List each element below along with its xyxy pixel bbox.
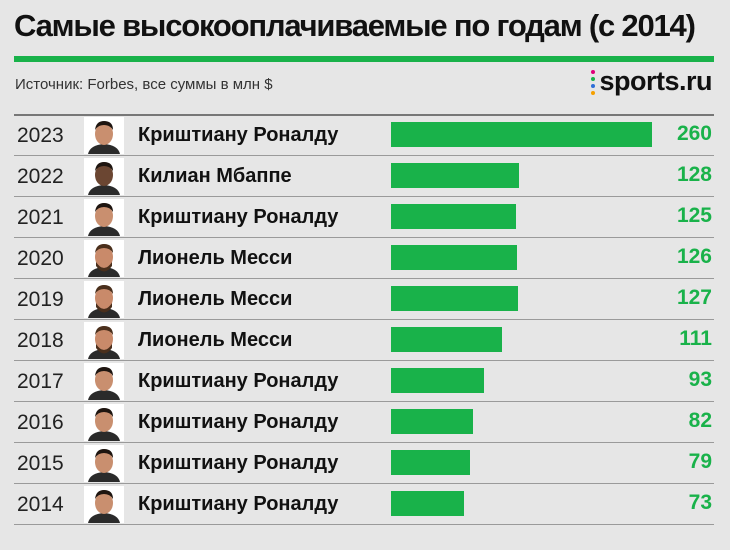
- year-label: 2023: [17, 124, 64, 147]
- table-row: 2016 Криштиану Роналду 82: [0, 402, 730, 442]
- row-divider: [14, 319, 714, 320]
- player-name: Лионель Месси: [138, 288, 293, 310]
- bar: [391, 368, 484, 393]
- player-name: Криштиану Роналду: [138, 206, 339, 228]
- chart-title: Самые высокооплачиваемые по годам (с 201…: [14, 8, 696, 43]
- bar: [391, 327, 502, 352]
- row-divider: [14, 524, 714, 525]
- player-photo: [84, 158, 124, 195]
- player-photo: [84, 445, 124, 482]
- table-row: 2015 Криштиану Роналду 79: [0, 443, 730, 483]
- player-photo: [84, 117, 124, 154]
- player-photo: [84, 322, 124, 359]
- player-name: Криштиану Роналду: [138, 493, 339, 515]
- player-name: Лионель Месси: [138, 247, 293, 269]
- player-name: Криштиану Роналду: [138, 124, 339, 146]
- bar: [391, 286, 518, 311]
- year-label: 2018: [17, 329, 64, 352]
- row-divider: [14, 483, 714, 484]
- title-underline: [14, 56, 714, 62]
- value-label: 82: [688, 409, 712, 432]
- bar: [391, 450, 470, 475]
- table-row: 2023 Криштиану Роналду 260: [0, 115, 730, 155]
- row-divider: [14, 401, 714, 402]
- player-name: Килиан Мбаппе: [138, 165, 292, 187]
- brand-dots-icon: [590, 69, 596, 95]
- value-label: 126: [676, 245, 712, 268]
- player-photo: [84, 363, 124, 400]
- year-label: 2014: [17, 493, 64, 516]
- bar: [391, 163, 519, 188]
- year-label: 2019: [17, 288, 64, 311]
- player-name: Криштиану Роналду: [138, 452, 339, 474]
- year-label: 2015: [17, 452, 64, 475]
- value-label: 79: [688, 450, 712, 473]
- player-photo: [84, 281, 124, 318]
- row-divider: [14, 196, 714, 197]
- value-label: 127: [676, 286, 712, 309]
- player-photo: [84, 199, 124, 236]
- table-row: 2018 Лионель Месси 111: [0, 320, 730, 360]
- row-divider: [14, 360, 714, 361]
- bar: [391, 122, 652, 147]
- player-photo: [84, 404, 124, 441]
- bar: [391, 409, 473, 434]
- source-note: Источник: Forbes, все суммы в млн $: [15, 76, 273, 93]
- value-label: 125: [676, 204, 712, 227]
- value-label: 111: [679, 327, 712, 350]
- row-divider: [14, 442, 714, 443]
- year-label: 2021: [17, 206, 64, 229]
- player-photo: [84, 486, 124, 523]
- table-row: 2014 Криштиану Роналду 73: [0, 484, 730, 524]
- table-row: 2020 Лионель Месси 126: [0, 238, 730, 278]
- year-label: 2017: [17, 370, 64, 393]
- player-name: Лионель Месси: [138, 329, 293, 351]
- value-label: 128: [676, 163, 712, 186]
- row-divider: [14, 155, 714, 156]
- player-name: Криштиану Роналду: [138, 370, 339, 392]
- brand-name: sports.ru: [599, 66, 712, 96]
- player-photo: [84, 240, 124, 277]
- bar: [391, 204, 516, 229]
- row-divider: [14, 278, 714, 279]
- year-label: 2022: [17, 165, 64, 188]
- value-label: 73: [688, 491, 712, 514]
- year-label: 2020: [17, 247, 64, 270]
- year-label: 2016: [17, 411, 64, 434]
- bar: [391, 245, 517, 270]
- table-row: 2019 Лионель Месси 127: [0, 279, 730, 319]
- table-row: 2022 Килиан Мбаппе 128: [0, 156, 730, 196]
- row-divider: [14, 237, 714, 238]
- table-row: 2017 Криштиану Роналду 93: [0, 361, 730, 401]
- value-label: 93: [688, 368, 712, 391]
- table-top-rule: [14, 114, 714, 116]
- brand-logo: sports.ru: [590, 66, 712, 97]
- value-label: 260: [676, 122, 712, 145]
- bar: [391, 491, 464, 516]
- table-row: 2021 Криштиану Роналду 125: [0, 197, 730, 237]
- player-name: Криштиану Роналду: [138, 411, 339, 433]
